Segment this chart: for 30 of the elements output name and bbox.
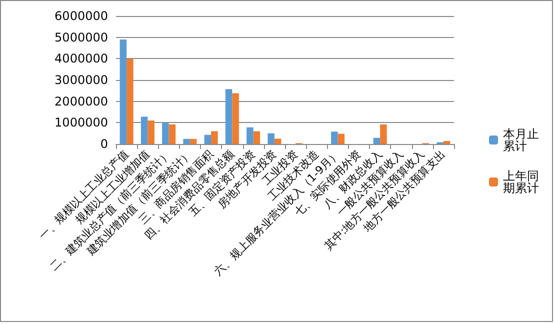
y-tick-label: 0 xyxy=(100,137,108,151)
y-tick-label: 2000000 xyxy=(54,94,108,108)
y-tick-label: 6000000 xyxy=(54,9,108,23)
bar xyxy=(162,122,169,144)
y-tick-label: 3000000 xyxy=(54,73,108,87)
bar xyxy=(204,134,212,144)
bar xyxy=(183,138,190,144)
bar xyxy=(274,138,282,144)
bar xyxy=(373,138,380,144)
bar xyxy=(225,89,232,144)
bar xyxy=(380,124,387,144)
y-tick-label: 5000000 xyxy=(54,30,108,44)
bar xyxy=(443,141,450,144)
bar xyxy=(211,131,218,144)
bar xyxy=(120,39,127,144)
legend-label: 上年同期累计 xyxy=(503,169,539,195)
y-tick-label: 1000000 xyxy=(54,116,108,130)
bar xyxy=(268,133,274,144)
bar xyxy=(168,124,176,144)
bar xyxy=(232,93,239,144)
bar xyxy=(140,116,148,144)
bar xyxy=(253,131,260,144)
legend-label: 本月止累计 xyxy=(503,127,539,153)
bar xyxy=(148,120,154,144)
bar xyxy=(338,134,345,144)
bar xyxy=(190,138,197,144)
bar xyxy=(246,127,254,144)
y-tick-label: 4000000 xyxy=(54,52,108,66)
bar xyxy=(331,132,338,144)
bar xyxy=(126,58,134,144)
